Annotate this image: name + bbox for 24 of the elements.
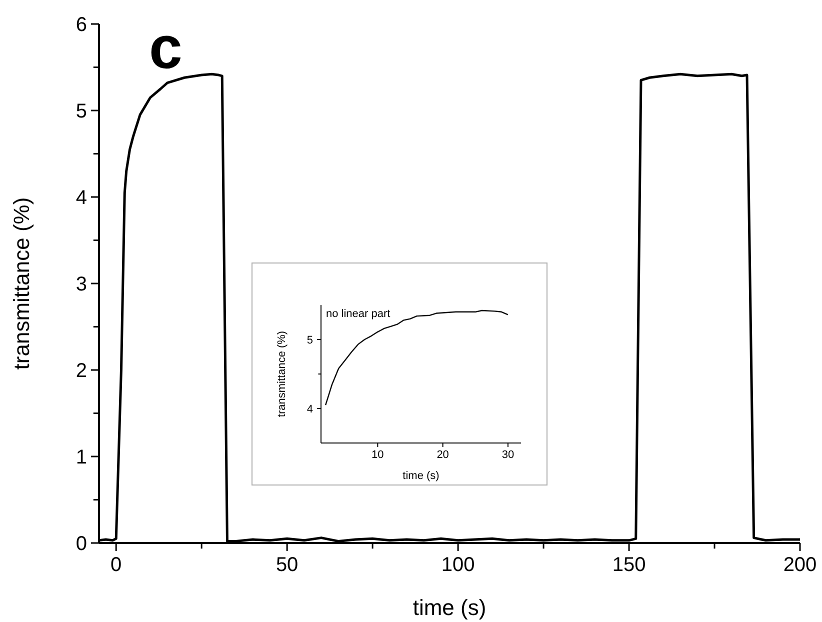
annotation: c [149, 14, 182, 81]
y-tick-label: 5 [76, 100, 87, 122]
y-tick-label: 4 [306, 403, 313, 416]
x-tick-label: 0 [110, 554, 122, 576]
x-axis-title: time (s) [412, 595, 486, 620]
x-tick-label: 10 [372, 449, 384, 461]
y-axis-title: transmittance (%) [9, 197, 34, 370]
y-axis-title: transmittance (%) [276, 330, 288, 418]
x-axis-title: time (s) [402, 470, 440, 482]
line-series [324, 310, 509, 406]
x-tick-label: 50 [276, 554, 298, 576]
x-tick-label: 100 [441, 554, 475, 576]
x-tick-label: 20 [436, 449, 449, 461]
y-tick-label: 6 [76, 14, 87, 36]
annotation: no linear part [326, 308, 390, 320]
x-tick-label: 200 [783, 554, 817, 576]
x-tick-label: 150 [612, 554, 646, 576]
y-tick-label: 4 [76, 187, 87, 209]
x-tick-label: 30 [502, 449, 514, 461]
y-tick-label: 1 [76, 446, 87, 468]
y-tick-label: 2 [76, 360, 87, 382]
y-tick-label: 3 [76, 274, 87, 296]
y-tick-label: 5 [306, 334, 313, 346]
y-tick-label: 0 [76, 533, 87, 555]
